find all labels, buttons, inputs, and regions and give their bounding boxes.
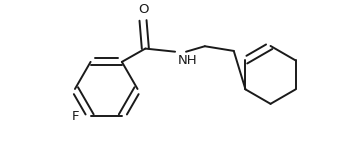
Text: O: O [138,3,148,16]
Text: F: F [72,110,79,123]
Text: NH: NH [178,54,198,67]
